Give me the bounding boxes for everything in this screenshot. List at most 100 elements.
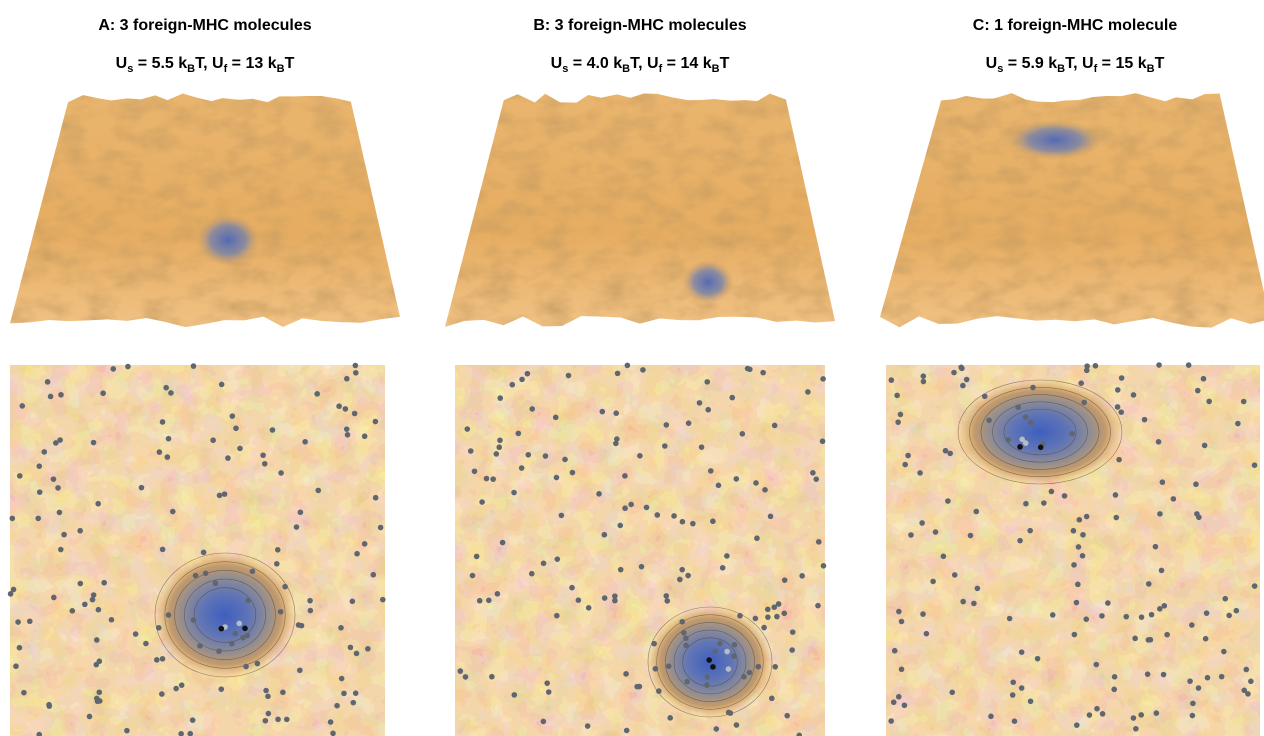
molecule-dot: [765, 614, 771, 620]
subtitle-text: U: [551, 55, 563, 72]
molecule-dot: [46, 703, 52, 709]
molecule-dot: [1131, 392, 1137, 398]
molecule-dot: [222, 491, 228, 497]
molecule-dot: [1193, 481, 1199, 487]
subtitle-text: = 5.5 k: [133, 55, 187, 72]
molecule-dot: [190, 717, 196, 723]
molecule-dot: [708, 468, 714, 474]
molecule-dot: [263, 688, 269, 694]
molecule-dot: [197, 643, 203, 649]
molecule-dot: [464, 426, 470, 432]
molecule-dot: [615, 371, 621, 377]
molecule-dot: [156, 625, 162, 631]
molecule-dot: [681, 630, 687, 636]
molecule-dot: [210, 437, 216, 443]
molecule-dot: [586, 605, 592, 611]
molecule-dot: [664, 422, 670, 428]
molecule-dot: [278, 470, 284, 476]
molecule-dot: [500, 540, 506, 546]
molecule-dot: [655, 512, 661, 518]
subscript: B: [1057, 63, 1065, 75]
molecule-dot: [35, 516, 41, 522]
molecule-dot: [350, 700, 356, 706]
molecule-dot: [143, 641, 149, 647]
molecule-dot: [1019, 649, 1025, 655]
bound-molecule: [1023, 440, 1029, 446]
molecule-dot: [685, 573, 691, 579]
molecule-dot: [1028, 420, 1034, 426]
molecule-dot: [905, 453, 911, 459]
molecule-dot: [1041, 500, 1047, 506]
molecule-dot: [1221, 649, 1227, 655]
molecule-dot: [1145, 671, 1151, 677]
subtitle-text: T, U: [1065, 55, 1093, 72]
molecule-dot: [1234, 608, 1240, 614]
molecule-dot: [679, 567, 685, 573]
molecule-dot: [554, 475, 560, 481]
molecule-dot: [278, 609, 284, 615]
molecule-dot: [516, 431, 522, 437]
molecule-dot: [731, 653, 737, 659]
molecule-dot: [896, 694, 902, 700]
molecule-dot: [245, 598, 251, 604]
molecule-dot: [334, 703, 340, 709]
molecule-dot: [1080, 532, 1086, 538]
molecule-dot: [769, 696, 775, 702]
molecule-dot: [888, 718, 894, 724]
molecule-dot: [479, 499, 485, 505]
molecule-dot: [1189, 622, 1195, 628]
molecule-dot: [51, 476, 57, 482]
molecule-dot: [677, 577, 683, 583]
subtitle-text: T: [1155, 55, 1165, 72]
molecule-dot: [362, 433, 368, 439]
molecule-dot: [714, 726, 720, 732]
molecule-dot: [1010, 679, 1016, 685]
molecule-dot: [193, 573, 199, 579]
molecule-dot: [756, 664, 762, 670]
molecule-dot: [760, 370, 766, 376]
molecule-dot: [1072, 632, 1078, 638]
subscript: B: [277, 63, 285, 75]
molecule-dot: [250, 569, 256, 575]
molecule-dot: [302, 439, 308, 445]
molecule-dot: [338, 625, 344, 631]
molecule-dot: [1023, 414, 1029, 420]
subtitle-text: T: [720, 55, 730, 72]
molecule-dot: [255, 661, 261, 667]
molecule-dot: [569, 585, 575, 591]
bound-molecule: [219, 626, 225, 632]
molecule-dot: [96, 689, 102, 695]
molecule-dot: [1094, 706, 1100, 712]
molecule-dot: [354, 551, 360, 557]
bound-molecule: [236, 621, 242, 627]
molecule-dot: [613, 410, 619, 416]
molecule-dot: [496, 444, 502, 450]
molecule-dot: [553, 415, 559, 421]
molecule-dot: [596, 491, 602, 497]
molecule-dot: [1154, 710, 1160, 716]
bound-molecule: [1017, 444, 1023, 450]
subtitle-text: = 4.0 k: [568, 55, 622, 72]
molecule-dot: [95, 501, 101, 507]
molecule-dot: [622, 473, 628, 479]
molecule-dot: [772, 664, 778, 670]
molecule-dot: [1087, 712, 1093, 718]
molecule-dot: [724, 553, 730, 559]
molecule-dot: [165, 454, 171, 460]
molecule-dot: [1062, 493, 1068, 499]
molecule-dot: [740, 431, 746, 437]
molecule-dot: [139, 485, 145, 491]
molecule-dot: [494, 451, 500, 457]
molecule-dot: [341, 691, 347, 697]
molecule-dot: [1156, 362, 1162, 368]
molecule-dot: [1243, 667, 1249, 673]
molecule-dot: [1186, 362, 1192, 368]
molecule-dot: [307, 598, 313, 604]
panel: B: 3 foreign-MHC moleculesUs = 4.0 kBT, …: [445, 17, 835, 736]
subtitle-text: = 14 k: [662, 55, 711, 72]
molecule-dot: [159, 691, 165, 697]
molecule-dot: [1241, 399, 1247, 405]
molecule-dot: [789, 647, 795, 653]
molecule-dot: [216, 648, 222, 654]
molecule-dot: [959, 366, 965, 372]
